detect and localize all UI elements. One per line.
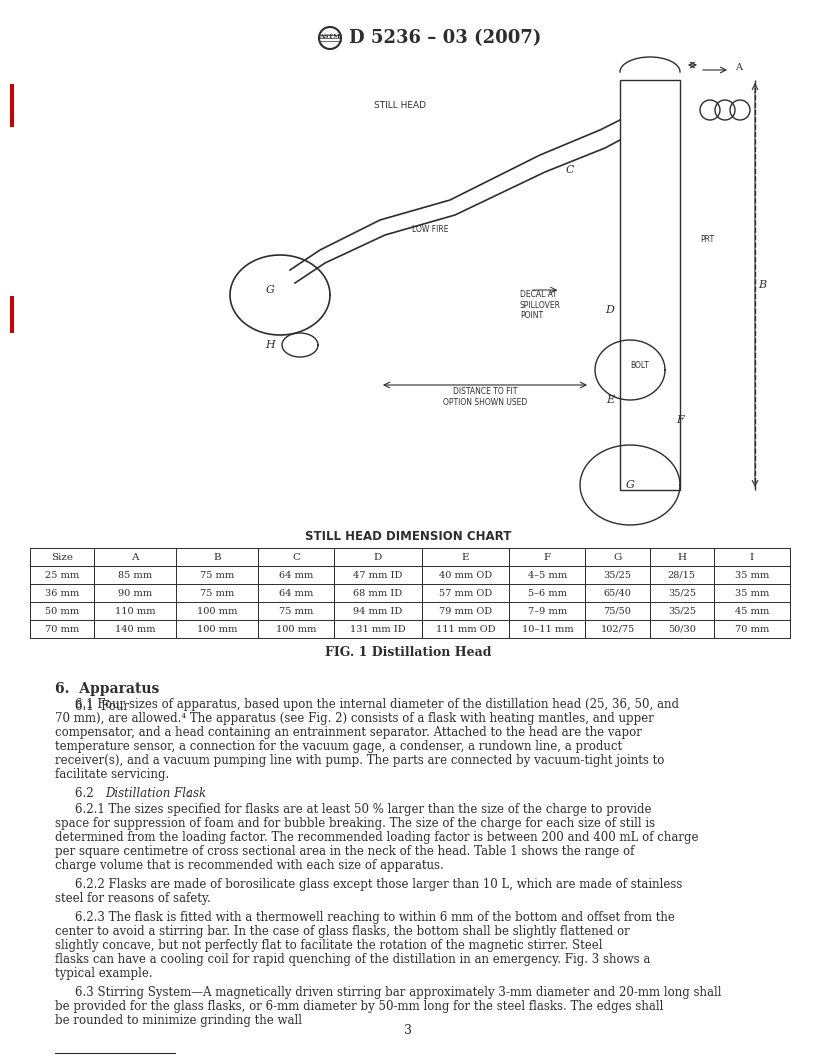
- Text: 94 mm ID: 94 mm ID: [353, 606, 402, 616]
- Text: E: E: [462, 552, 469, 562]
- Text: 100 mm: 100 mm: [197, 606, 237, 616]
- Text: temperature sensor, a connection for the vacuum gage, a condenser, a rundown lin: temperature sensor, a connection for the…: [55, 740, 622, 753]
- Text: G: G: [265, 285, 274, 295]
- Text: BOLT: BOLT: [631, 360, 650, 370]
- Text: 70 mm), are allowed.⁴ The apparatus (see Fig. 2) consists of a flask with heatin: 70 mm), are allowed.⁴ The apparatus (see…: [55, 712, 654, 725]
- Text: charge volume that is recommended with each size of apparatus.: charge volume that is recommended with e…: [55, 859, 444, 872]
- Text: 4–5 mm: 4–5 mm: [528, 570, 567, 580]
- Text: 102/75: 102/75: [601, 624, 635, 634]
- Text: 6.2.1 The sizes specified for flasks are at least 50 % larger than the size of t: 6.2.1 The sizes specified for flasks are…: [75, 803, 651, 816]
- Bar: [10, 84, 14, 127]
- Text: C: C: [292, 552, 300, 562]
- Text: 68 mm ID: 68 mm ID: [353, 588, 402, 598]
- Text: flasks can have a cooling coil for rapid quenching of the distillation in an eme: flasks can have a cooling coil for rapid…: [55, 953, 650, 966]
- Text: 6.2: 6.2: [75, 787, 101, 800]
- Text: D: D: [605, 305, 614, 315]
- Text: 75 mm: 75 mm: [279, 606, 313, 616]
- Text: be rounded to minimize grinding the wall: be rounded to minimize grinding the wall: [55, 1014, 302, 1027]
- Bar: [10, 296, 14, 333]
- Text: 64 mm: 64 mm: [279, 570, 313, 580]
- Text: 75 mm: 75 mm: [200, 570, 234, 580]
- Text: receiver(s), and a vacuum pumping line with pump. The parts are connected by vac: receiver(s), and a vacuum pumping line w…: [55, 754, 664, 767]
- Text: 75/50: 75/50: [604, 606, 632, 616]
- Text: A: A: [735, 63, 742, 73]
- Text: 111 mm OD: 111 mm OD: [436, 624, 495, 634]
- Text: 36 mm: 36 mm: [45, 588, 79, 598]
- Text: 6.2.3 The flask is fitted with a thermowell reaching to within 6 mm of the botto: 6.2.3 The flask is fitted with a thermow…: [75, 911, 675, 924]
- Text: typical example.: typical example.: [55, 967, 153, 980]
- Text: 85 mm: 85 mm: [118, 570, 153, 580]
- Text: 40 mm OD: 40 mm OD: [439, 570, 492, 580]
- Text: Size: Size: [51, 552, 73, 562]
- Text: STILL HEAD DIMENSION CHART: STILL HEAD DIMENSION CHART: [305, 530, 511, 544]
- Text: LOW FIRE: LOW FIRE: [412, 226, 448, 234]
- Text: 47 mm ID: 47 mm ID: [353, 570, 402, 580]
- Text: 6.1 Four sizes of apparatus, based upon the internal diameter of the distillatio: 6.1 Four sizes of apparatus, based upon …: [75, 698, 679, 711]
- Text: slightly concave, but not perfectly flat to facilitate the rotation of the magne: slightly concave, but not perfectly flat…: [55, 939, 602, 953]
- Text: 131 mm ID: 131 mm ID: [350, 624, 406, 634]
- Text: 6.3 Stirring System—A magnetically driven stirring bar approximately 3-mm diamet: 6.3 Stirring System—A magnetically drive…: [75, 986, 721, 999]
- Text: compensator, and a head containing an entrainment separator. Attached to the hea: compensator, and a head containing an en…: [55, 727, 642, 739]
- Text: F: F: [543, 552, 551, 562]
- Text: 6.1  Four: 6.1 Four: [75, 700, 133, 713]
- Text: 6.2.2 Flasks are made of borosilicate glass except those larger than 10 L, which: 6.2.2 Flasks are made of borosilicate gl…: [75, 878, 682, 891]
- Text: A: A: [131, 552, 139, 562]
- Text: 75 mm: 75 mm: [200, 588, 234, 598]
- Text: I: I: [750, 552, 754, 562]
- Text: 35/25: 35/25: [604, 570, 632, 580]
- Text: 140 mm: 140 mm: [115, 624, 156, 634]
- Text: 45 mm: 45 mm: [735, 606, 769, 616]
- Text: determined from the loading factor. The recommended loading factor is between 20: determined from the loading factor. The …: [55, 831, 698, 844]
- Text: 7–9 mm: 7–9 mm: [528, 606, 567, 616]
- Text: 25 mm: 25 mm: [45, 570, 79, 580]
- Text: facilitate servicing.: facilitate servicing.: [55, 768, 169, 781]
- Text: 35 mm: 35 mm: [735, 570, 769, 580]
- Text: 28/15: 28/15: [667, 570, 696, 580]
- Text: G: G: [614, 552, 622, 562]
- Text: DECAL AT
SPILLOVER
POINT: DECAL AT SPILLOVER POINT: [520, 290, 561, 320]
- Text: DISTANCE TO FIT
OPTION SHOWN USED: DISTANCE TO FIT OPTION SHOWN USED: [443, 388, 527, 407]
- Text: 35/25: 35/25: [667, 588, 696, 598]
- Text: 50/30: 50/30: [668, 624, 696, 634]
- Text: 50 mm: 50 mm: [45, 606, 79, 616]
- Text: STILL HEAD: STILL HEAD: [374, 100, 426, 110]
- Text: per square centimetre of cross sectional area in the neck of the head. Table 1 s: per square centimetre of cross sectional…: [55, 845, 634, 857]
- Text: F: F: [676, 415, 684, 425]
- Text: G: G: [626, 480, 634, 490]
- Text: 70 mm: 70 mm: [735, 624, 769, 634]
- Text: 79 mm OD: 79 mm OD: [439, 606, 492, 616]
- Text: 64 mm: 64 mm: [279, 588, 313, 598]
- Text: :: :: [187, 787, 191, 800]
- Text: space for suppression of foam and for bubble breaking. The size of the charge fo: space for suppression of foam and for bu…: [55, 817, 655, 830]
- Text: E: E: [606, 395, 614, 406]
- Text: steel for reasons of safety.: steel for reasons of safety.: [55, 892, 211, 905]
- Text: 5–6 mm: 5–6 mm: [528, 588, 567, 598]
- Text: 65/40: 65/40: [604, 588, 632, 598]
- Text: Distillation Flask: Distillation Flask: [105, 787, 206, 800]
- Text: D 5236 – 03 (2007): D 5236 – 03 (2007): [349, 29, 541, 48]
- Text: H: H: [265, 340, 275, 350]
- Text: PRT: PRT: [700, 235, 714, 245]
- Text: 90 mm: 90 mm: [118, 588, 153, 598]
- Text: center to avoid a stirring bar. In the case of glass flasks, the bottom shall be: center to avoid a stirring bar. In the c…: [55, 925, 630, 938]
- Text: 3: 3: [404, 1023, 412, 1037]
- Text: 35/25: 35/25: [667, 606, 696, 616]
- Bar: [620, 80, 680, 490]
- Text: ASTM: ASTM: [319, 35, 340, 39]
- Text: 100 mm: 100 mm: [276, 624, 316, 634]
- Text: 35 mm: 35 mm: [735, 588, 769, 598]
- Text: be provided for the glass flasks, or 6-mm diameter by 50-mm long for the steel f: be provided for the glass flasks, or 6-m…: [55, 1000, 663, 1013]
- Text: 6.  Apparatus: 6. Apparatus: [55, 682, 159, 696]
- Text: D: D: [374, 552, 382, 562]
- Text: H: H: [677, 552, 686, 562]
- Text: 57 mm OD: 57 mm OD: [439, 588, 492, 598]
- Text: 70 mm: 70 mm: [45, 624, 79, 634]
- Text: B: B: [213, 552, 221, 562]
- Text: 10–11 mm: 10–11 mm: [521, 624, 573, 634]
- Text: 110 mm: 110 mm: [115, 606, 156, 616]
- Text: FIG. 1 Distillation Head: FIG. 1 Distillation Head: [325, 645, 491, 659]
- Text: 100 mm: 100 mm: [197, 624, 237, 634]
- Text: C: C: [565, 165, 574, 175]
- Text: B: B: [758, 280, 766, 290]
